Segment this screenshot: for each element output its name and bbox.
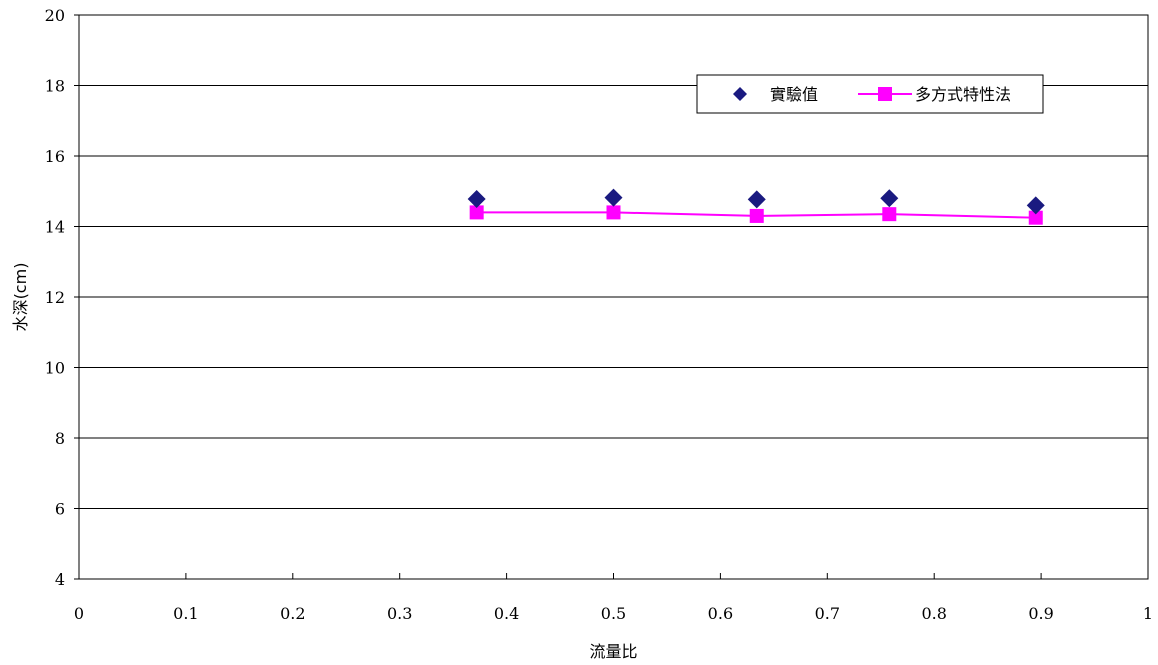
- x-tick-label: 0.4: [494, 604, 519, 623]
- y-tick-label: 6: [55, 500, 65, 519]
- data-point-experiment: [604, 188, 623, 207]
- y-tick-label: 18: [45, 77, 65, 96]
- data-point-model: [469, 205, 484, 220]
- y-axis-title: 水深(cm): [11, 263, 30, 332]
- grid-lines: [79, 85, 1148, 509]
- y-tick-label: 10: [45, 359, 65, 378]
- y-tick-label: 8: [55, 429, 65, 448]
- data-point-experiment: [747, 190, 766, 209]
- y-tick-label: 16: [45, 147, 65, 166]
- x-tick-label: 0.3: [387, 604, 412, 623]
- x-tick-label: 0: [74, 604, 84, 623]
- y-tick-label: 4: [55, 570, 65, 589]
- y-tick-label: 20: [45, 6, 65, 25]
- legend-label-model: 多方式特性法: [915, 85, 1011, 104]
- data-point-model: [749, 208, 764, 223]
- y-tick-label: 12: [45, 288, 65, 307]
- data-point-experiment: [1026, 196, 1045, 215]
- data-point-model: [882, 207, 897, 222]
- x-tick-label: 0.2: [280, 604, 305, 623]
- data-point-experiment: [880, 189, 899, 208]
- series: [467, 188, 1045, 225]
- legend-label-experiment: 實驗值: [770, 85, 818, 104]
- x-tick-label: 0.6: [708, 604, 733, 623]
- legend-diamond-icon: [733, 87, 747, 101]
- x-tick-label: 0.9: [1028, 604, 1053, 623]
- x-tick-label: 0.5: [601, 604, 626, 623]
- x-axis-title: 流量比: [589, 642, 637, 661]
- data-point-experiment: [467, 190, 486, 209]
- axes: 4 6 8 10 12 14 16 18 20 0 0.1 0.2 0.3 0.4 0.5 0.6 0.7 0.8…: [45, 6, 1153, 623]
- x-tick-label: 0.8: [921, 604, 946, 623]
- x-tick-label: 1: [1143, 604, 1153, 623]
- x-tick-label: 0.7: [815, 604, 840, 623]
- data-point-model: [1028, 210, 1043, 225]
- legend: 實驗值 多方式特性法: [696, 74, 1044, 114]
- data-point-model: [606, 205, 621, 220]
- y-tick-label: 14: [45, 218, 65, 237]
- legend-square-icon: [878, 87, 892, 101]
- x-tick-label: 0.1: [173, 604, 198, 623]
